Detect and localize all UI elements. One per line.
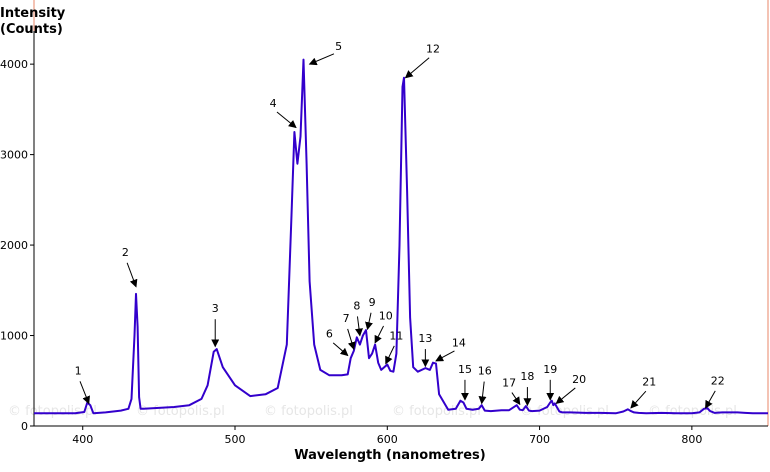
peak-label-2: 2 — [122, 246, 129, 259]
axes — [33, 0, 769, 427]
y-tick-label: 4000 — [0, 58, 28, 71]
x-tick-label: 500 — [225, 433, 246, 446]
peak-arrow-9 — [365, 312, 373, 331]
watermark-text: © fotopolis.pl — [648, 404, 737, 419]
ticks: 400 500 600 700 800 0 1000 2000 3000 4000 — [0, 58, 702, 446]
peak-label-4: 4 — [270, 97, 277, 110]
peak-arrow-5 — [308, 53, 335, 66]
peak-arrow-4 — [276, 111, 297, 129]
peak-label-9: 9 — [369, 296, 376, 309]
peak-label-17: 17 — [502, 376, 516, 389]
x-tick-label: 400 — [72, 433, 93, 446]
peak-label-15: 15 — [458, 363, 472, 376]
peak-label-5: 5 — [335, 40, 342, 53]
peak-label-7: 7 — [343, 312, 350, 325]
peak-arrow-8 — [355, 316, 363, 337]
peak-arrow-17 — [511, 392, 521, 406]
watermark-text: © fotopolis.pl — [8, 404, 97, 419]
peak-label-20: 20 — [572, 373, 586, 386]
peak-label-16: 16 — [478, 365, 492, 378]
x-axis-title: Wavelength (nanometres) — [294, 448, 485, 463]
peak-label-3: 3 — [212, 302, 219, 315]
peak-label-21: 21 — [642, 375, 656, 388]
x-tick-label: 800 — [681, 433, 702, 446]
peak-arrow-21 — [630, 390, 647, 409]
peak-arrow-16 — [478, 381, 487, 405]
watermark-text: © fotopolis.pl — [392, 404, 481, 419]
peak-arrow-20 — [555, 387, 576, 405]
peak-arrow-2 — [126, 262, 138, 288]
peak-arrow-12 — [404, 57, 430, 79]
peak-label-1: 1 — [75, 365, 82, 378]
peak-arrow-22 — [705, 390, 716, 409]
spectrum-series-line — [34, 58, 768, 415]
y-tick-label: 0 — [21, 420, 28, 433]
peak-label-8: 8 — [353, 299, 360, 312]
y-axis-title-line-2: (Counts) — [0, 22, 63, 37]
peak-label-6: 6 — [326, 328, 333, 341]
peak-label-10: 10 — [379, 309, 393, 322]
peak-arrow-1 — [79, 381, 90, 405]
peak-arrow-14 — [435, 350, 455, 362]
peak-label-22: 22 — [711, 375, 725, 388]
y-tick-label: 2000 — [0, 239, 28, 252]
peak-label-18: 18 — [520, 370, 534, 383]
peak-arrow-11 — [385, 345, 395, 365]
peak-arrow-10 — [374, 325, 384, 344]
y-tick-label: 3000 — [0, 149, 28, 162]
x-tick-label: 600 — [377, 433, 398, 446]
peak-label-14: 14 — [452, 337, 466, 350]
y-tick-label: 1000 — [0, 330, 28, 343]
peak-label-19: 19 — [543, 363, 557, 376]
x-tick-label: 700 — [529, 433, 550, 446]
watermark-layer: © fotopolis.pl © fotopolis.pl © fotopolis.… — [8, 404, 737, 419]
peak-arrow-7 — [347, 328, 356, 351]
peak-label-12: 12 — [426, 43, 440, 56]
peak-label-13: 13 — [418, 332, 432, 345]
watermark-text: © fotopolis.pl — [264, 404, 353, 419]
peak-arrow-6 — [332, 342, 349, 357]
peak-label-11: 11 — [389, 329, 403, 342]
y-axis-title-line-1: Intensity — [0, 6, 66, 21]
